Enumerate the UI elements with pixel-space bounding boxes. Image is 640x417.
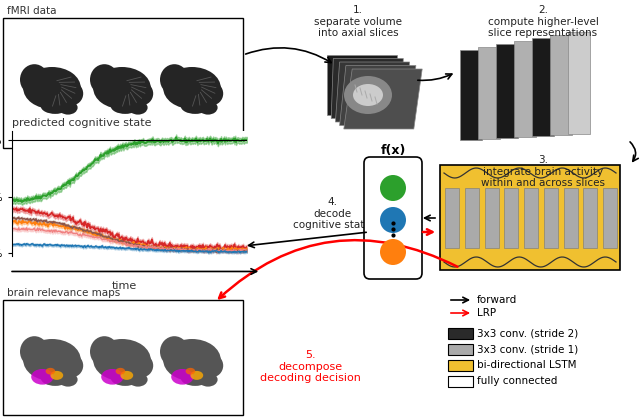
- Ellipse shape: [129, 354, 153, 377]
- Ellipse shape: [45, 368, 55, 374]
- Bar: [3, 300, 243, 415]
- Circle shape: [380, 207, 406, 233]
- Ellipse shape: [163, 339, 221, 381]
- Ellipse shape: [199, 354, 223, 377]
- Ellipse shape: [186, 368, 195, 374]
- Bar: [478, 47, 500, 139]
- Bar: [465, 188, 479, 248]
- Ellipse shape: [41, 98, 70, 114]
- Ellipse shape: [120, 371, 133, 380]
- Bar: [448, 376, 473, 387]
- Bar: [544, 188, 557, 248]
- Circle shape: [380, 175, 406, 201]
- Polygon shape: [340, 65, 416, 126]
- Text: 3.
integrate brain activity
within and across slices: 3. integrate brain activity within and a…: [481, 155, 605, 188]
- Ellipse shape: [23, 339, 81, 381]
- Ellipse shape: [31, 369, 54, 384]
- Bar: [532, 38, 554, 136]
- Text: brain relevance maps: brain relevance maps: [7, 288, 120, 298]
- Ellipse shape: [180, 370, 210, 386]
- Text: forward: forward: [477, 295, 517, 305]
- Bar: [445, 188, 459, 248]
- Ellipse shape: [93, 67, 151, 109]
- Text: fMRI data: fMRI data: [7, 6, 56, 16]
- Ellipse shape: [101, 369, 124, 384]
- Ellipse shape: [129, 373, 148, 387]
- Ellipse shape: [20, 336, 49, 367]
- Bar: [563, 188, 577, 248]
- Polygon shape: [327, 55, 397, 115]
- Text: fully connected: fully connected: [477, 377, 557, 387]
- Text: predicted cognitive state: predicted cognitive state: [12, 118, 151, 128]
- Ellipse shape: [160, 64, 189, 95]
- Ellipse shape: [111, 98, 140, 114]
- Bar: [550, 35, 572, 135]
- Ellipse shape: [163, 67, 221, 109]
- Ellipse shape: [41, 370, 70, 386]
- Ellipse shape: [116, 368, 125, 374]
- Ellipse shape: [129, 100, 148, 115]
- Circle shape: [380, 239, 406, 265]
- Ellipse shape: [198, 373, 218, 387]
- Text: time: time: [112, 281, 137, 291]
- Polygon shape: [344, 69, 422, 129]
- Text: 3x3 conv. (stride 2): 3x3 conv. (stride 2): [477, 329, 579, 339]
- Ellipse shape: [60, 354, 83, 377]
- Ellipse shape: [93, 339, 151, 381]
- Bar: [583, 188, 597, 248]
- Ellipse shape: [20, 64, 49, 95]
- Text: f(x): f(x): [380, 144, 406, 157]
- Bar: [448, 328, 473, 339]
- Bar: [603, 188, 617, 248]
- Text: LRP: LRP: [477, 308, 496, 318]
- Text: 4.
decode
cognitive state: 4. decode cognitive state: [293, 197, 371, 230]
- Ellipse shape: [180, 98, 210, 114]
- Bar: [448, 344, 473, 355]
- Ellipse shape: [51, 371, 63, 380]
- Ellipse shape: [199, 82, 223, 106]
- Ellipse shape: [23, 67, 81, 109]
- Ellipse shape: [160, 336, 189, 367]
- Bar: [460, 50, 482, 140]
- Bar: [504, 188, 518, 248]
- Ellipse shape: [90, 336, 119, 367]
- FancyBboxPatch shape: [364, 157, 422, 279]
- Bar: [484, 188, 499, 248]
- Text: bi-directional LSTM: bi-directional LSTM: [477, 361, 577, 370]
- Text: 1.
separate volume
into axial slices: 1. separate volume into axial slices: [314, 5, 402, 38]
- Ellipse shape: [58, 373, 77, 387]
- Text: 5.
decompose
decoding decision: 5. decompose decoding decision: [260, 350, 360, 383]
- Ellipse shape: [353, 84, 383, 106]
- Ellipse shape: [344, 76, 392, 114]
- Polygon shape: [335, 62, 410, 122]
- Bar: [524, 188, 538, 248]
- Text: 3x3 conv. (stride 1): 3x3 conv. (stride 1): [477, 344, 579, 354]
- Ellipse shape: [60, 82, 83, 106]
- Ellipse shape: [111, 370, 140, 386]
- Bar: [496, 44, 518, 138]
- Ellipse shape: [90, 64, 119, 95]
- Bar: [448, 360, 473, 371]
- Ellipse shape: [58, 100, 77, 115]
- Bar: [514, 41, 536, 137]
- Bar: [568, 32, 590, 134]
- Ellipse shape: [198, 100, 218, 115]
- Polygon shape: [332, 58, 403, 118]
- Bar: [3, 18, 243, 148]
- Ellipse shape: [191, 371, 204, 380]
- Ellipse shape: [129, 82, 153, 106]
- Ellipse shape: [172, 369, 193, 384]
- Text: 2.
compute higher-level
slice representations: 2. compute higher-level slice representa…: [488, 5, 598, 38]
- Bar: [440, 165, 620, 270]
